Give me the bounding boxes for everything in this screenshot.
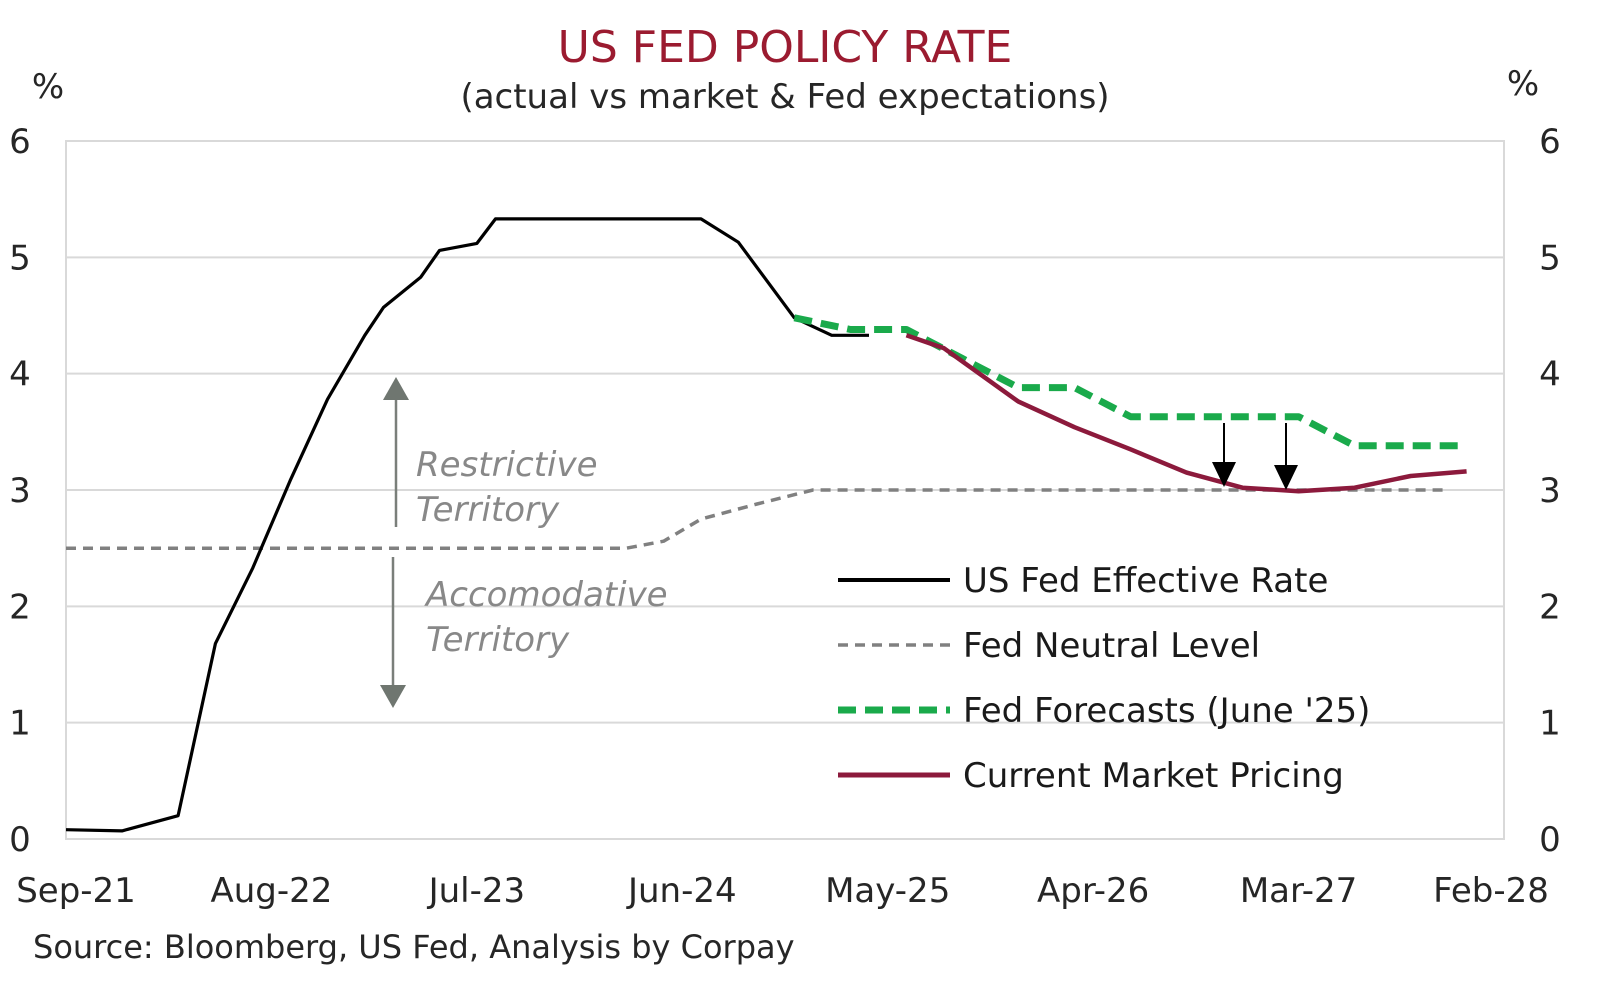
- series-line-fed-neutral-level: [66, 488, 1448, 550]
- y-tick-label-left: 3: [9, 471, 31, 511]
- restrictive-label-line1: Restrictive: [416, 445, 598, 485]
- y-tick-label-right: 3: [1539, 471, 1561, 511]
- y-tick-label-right: 5: [1539, 238, 1561, 278]
- x-tick-label: Feb-28: [1433, 871, 1549, 911]
- series-line-fed-forecasts-june-25: [793, 314, 1467, 450]
- y-tick-label-left: 4: [9, 355, 31, 395]
- legend-label-fed-forecasts: Fed Forecasts (June '25): [963, 691, 1370, 731]
- y-tick-label-right: 1: [1539, 704, 1561, 744]
- legend-label-market-pricing: Current Market Pricing: [963, 756, 1344, 796]
- y-tick-label-right: 2: [1539, 587, 1561, 627]
- pricing-gap-arrows: [1212, 423, 1298, 490]
- y-axis-unit-left: %: [32, 67, 64, 107]
- x-tick-label: Mar-27: [1240, 871, 1358, 911]
- x-tick-label: May-25: [825, 871, 950, 911]
- legend-label-neutral-level: Fed Neutral Level: [963, 626, 1260, 666]
- x-tick-labels: Sep-21 Aug-22 Jul-23 Jun-24 May-25 Apr-26 Mar-…: [16, 871, 1549, 911]
- chart-title: US FED POLICY RATE: [558, 22, 1013, 73]
- x-tick-label: Jun-24: [626, 871, 737, 911]
- source-note: Source: Bloomberg, US Fed, Analysis by C…: [33, 928, 795, 966]
- y-tick-label-left: 5: [9, 238, 31, 278]
- y-tick-label-left: 2: [9, 587, 31, 627]
- gap-arrow-2-head: [1274, 465, 1298, 490]
- x-tick-label: Sep-21: [16, 871, 136, 911]
- y-tick-label-right: 6: [1539, 122, 1561, 162]
- y-tick-label-left: 6: [9, 122, 31, 162]
- series-line-current-market-pricing: [905, 333, 1467, 494]
- y-tick-label-right: 4: [1539, 355, 1561, 395]
- legend-label-effective-rate: US Fed Effective Rate: [963, 561, 1328, 601]
- y-tick-label-left: 0: [9, 820, 31, 860]
- accommodative-arrow-head: [380, 685, 406, 708]
- legend: US Fed Effective Rate Fed Neutral Level …: [838, 561, 1370, 796]
- series-line-us-fed-effective-rate: [65, 217, 869, 833]
- chart-subtitle: (actual vs market & Fed expectations): [460, 77, 1109, 117]
- y-axis-unit-right: %: [1507, 64, 1539, 104]
- restrictive-arrow-head: [383, 377, 409, 400]
- grid-lines: [66, 140, 1504, 724]
- gap-arrow-1-head: [1212, 462, 1236, 487]
- y-tick-label-left: 1: [9, 704, 31, 744]
- x-tick-label: Aug-22: [210, 871, 332, 911]
- x-tick-label: Apr-26: [1037, 871, 1149, 911]
- x-tick-label: Jul-23: [427, 871, 526, 911]
- y-tick-label-right: 0: [1539, 820, 1561, 860]
- accommodative-label-line2: Territory: [426, 620, 570, 660]
- series-lines: [65, 217, 1467, 833]
- restrictive-label-line2: Territory: [416, 490, 560, 530]
- territory-annotation: Restrictive Territory Accomodative Terri…: [380, 377, 668, 708]
- accommodative-label-line1: Accomodative: [424, 575, 668, 615]
- y-tick-labels: 0 0 1 1 2 2 3 3 4 4 5 5 6 6: [9, 122, 1561, 860]
